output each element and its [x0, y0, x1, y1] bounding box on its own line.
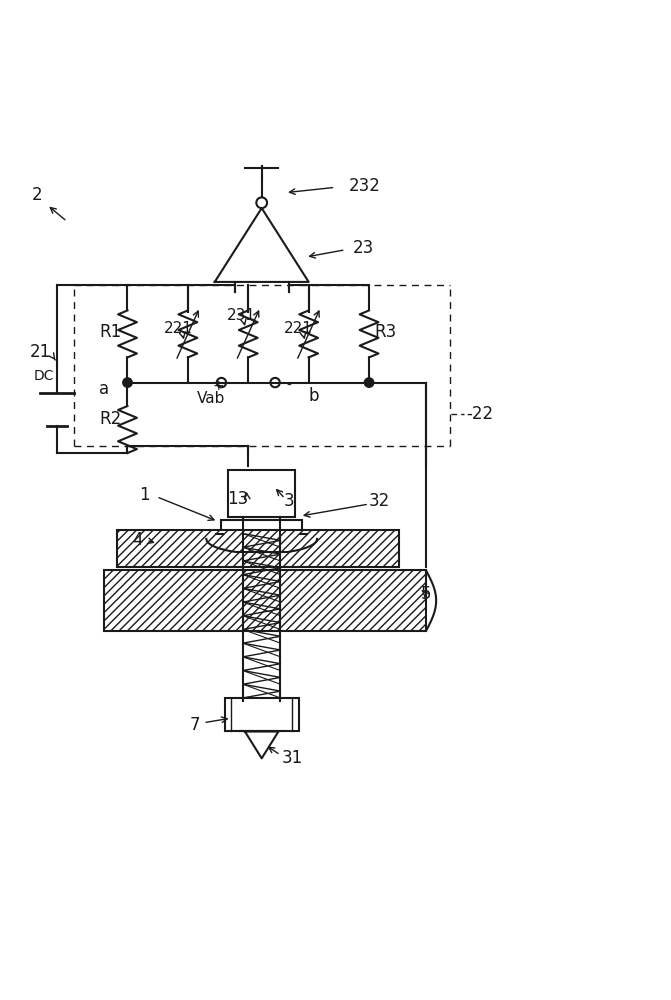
Text: 1: 1 — [139, 486, 150, 504]
Text: Vab: Vab — [197, 391, 225, 406]
Bar — [117, 530, 399, 567]
Text: 21: 21 — [30, 343, 51, 361]
Text: -: - — [286, 379, 291, 393]
Text: 231: 231 — [227, 308, 256, 323]
FancyBboxPatch shape — [228, 470, 295, 517]
Text: R3: R3 — [374, 323, 397, 341]
Text: 31: 31 — [281, 749, 303, 767]
Text: 2: 2 — [32, 186, 42, 204]
Text: 23: 23 — [352, 239, 374, 257]
Text: 7: 7 — [189, 716, 200, 734]
FancyBboxPatch shape — [221, 520, 302, 534]
Circle shape — [364, 378, 374, 387]
Text: DC: DC — [34, 369, 54, 383]
Text: 221: 221 — [163, 321, 193, 336]
Text: R2: R2 — [99, 410, 122, 428]
Text: 32: 32 — [368, 492, 390, 510]
Text: 5: 5 — [421, 585, 431, 603]
Circle shape — [123, 378, 132, 387]
Text: 4: 4 — [132, 531, 143, 549]
Text: b: b — [309, 387, 319, 405]
Text: a: a — [99, 380, 109, 398]
Text: 13: 13 — [227, 490, 249, 508]
Text: 3: 3 — [283, 492, 294, 510]
FancyBboxPatch shape — [225, 698, 299, 731]
Text: -22: -22 — [466, 405, 493, 423]
Text: 221: 221 — [284, 321, 313, 336]
Text: +: + — [212, 379, 224, 393]
Bar — [104, 570, 426, 631]
Text: 232: 232 — [349, 177, 381, 195]
Text: R1: R1 — [99, 323, 122, 341]
